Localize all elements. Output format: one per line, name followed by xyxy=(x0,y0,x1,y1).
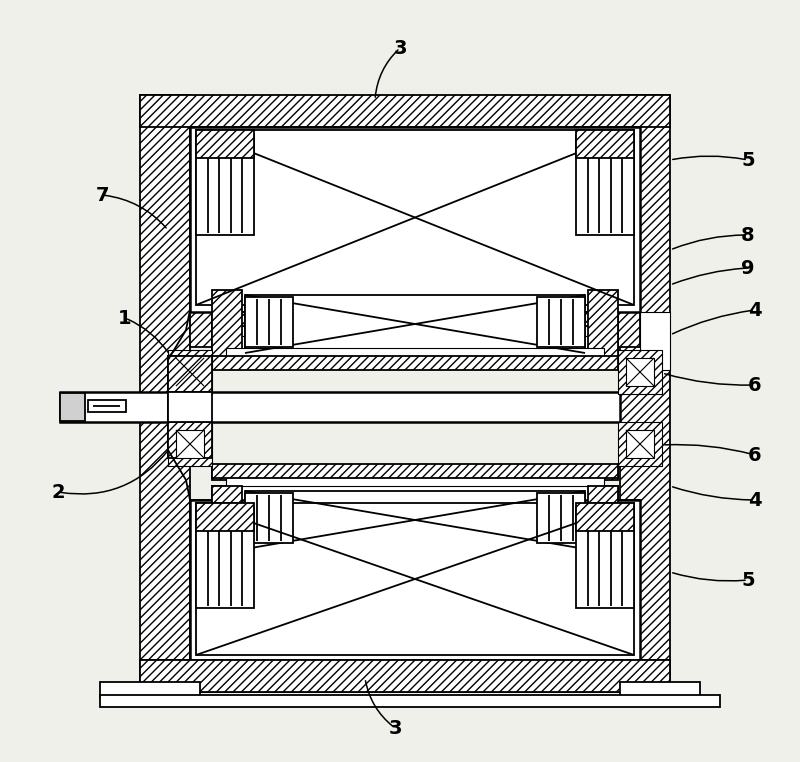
Bar xyxy=(576,130,634,158)
Bar xyxy=(190,500,640,660)
Text: 6: 6 xyxy=(748,376,762,395)
Text: 3: 3 xyxy=(394,39,406,57)
Bar xyxy=(226,476,604,486)
Bar xyxy=(626,358,654,386)
Bar xyxy=(168,350,212,394)
Bar xyxy=(168,392,212,422)
Bar xyxy=(212,290,618,360)
Bar xyxy=(245,493,293,543)
Bar xyxy=(588,486,618,556)
Bar xyxy=(226,556,604,566)
Bar xyxy=(588,290,618,360)
Bar xyxy=(618,350,662,394)
Text: 2: 2 xyxy=(51,482,65,501)
Bar xyxy=(212,464,618,478)
Text: 4: 4 xyxy=(748,491,762,510)
Bar xyxy=(100,682,200,698)
Bar xyxy=(537,297,585,347)
Bar xyxy=(226,326,604,336)
Bar xyxy=(168,422,212,458)
Text: 5: 5 xyxy=(741,151,755,169)
Bar xyxy=(620,95,670,660)
Text: 9: 9 xyxy=(742,258,754,277)
Bar xyxy=(245,297,293,347)
Bar xyxy=(226,348,604,358)
Bar xyxy=(245,295,585,353)
Bar xyxy=(196,135,254,235)
Bar xyxy=(640,312,670,370)
Bar xyxy=(60,393,85,421)
Bar xyxy=(212,356,618,370)
Bar xyxy=(176,430,204,458)
Bar xyxy=(140,660,670,692)
Bar xyxy=(576,503,634,531)
Bar xyxy=(212,290,242,360)
Text: 4: 4 xyxy=(748,300,762,319)
Bar xyxy=(190,127,640,312)
Bar xyxy=(212,556,618,570)
Bar xyxy=(196,503,254,531)
Bar xyxy=(190,500,212,660)
Bar xyxy=(168,356,188,458)
Bar xyxy=(88,400,126,412)
Bar xyxy=(140,660,670,692)
Bar xyxy=(196,130,254,158)
Bar xyxy=(196,130,634,305)
Bar xyxy=(100,695,720,707)
Bar xyxy=(537,493,585,543)
Text: 6: 6 xyxy=(748,446,762,465)
Bar xyxy=(212,486,242,556)
Bar xyxy=(212,312,618,326)
Bar xyxy=(212,486,618,556)
Bar xyxy=(576,508,634,608)
Bar xyxy=(196,503,634,655)
Bar xyxy=(212,466,618,480)
Text: 7: 7 xyxy=(95,185,109,204)
Bar xyxy=(626,430,654,458)
Text: 5: 5 xyxy=(741,571,755,590)
Bar xyxy=(245,491,585,549)
Text: 8: 8 xyxy=(741,226,755,245)
Bar xyxy=(618,422,662,466)
Bar xyxy=(140,95,670,127)
Bar xyxy=(168,356,212,392)
Bar xyxy=(60,392,620,422)
Bar xyxy=(576,135,634,235)
Bar xyxy=(196,508,254,608)
Bar xyxy=(190,127,212,347)
Bar xyxy=(618,500,640,660)
Bar xyxy=(176,358,204,386)
Text: 3: 3 xyxy=(388,719,402,738)
Text: 1: 1 xyxy=(118,309,132,328)
Bar xyxy=(168,422,212,466)
Bar xyxy=(620,682,700,698)
Bar xyxy=(140,95,190,660)
Bar xyxy=(618,127,640,347)
